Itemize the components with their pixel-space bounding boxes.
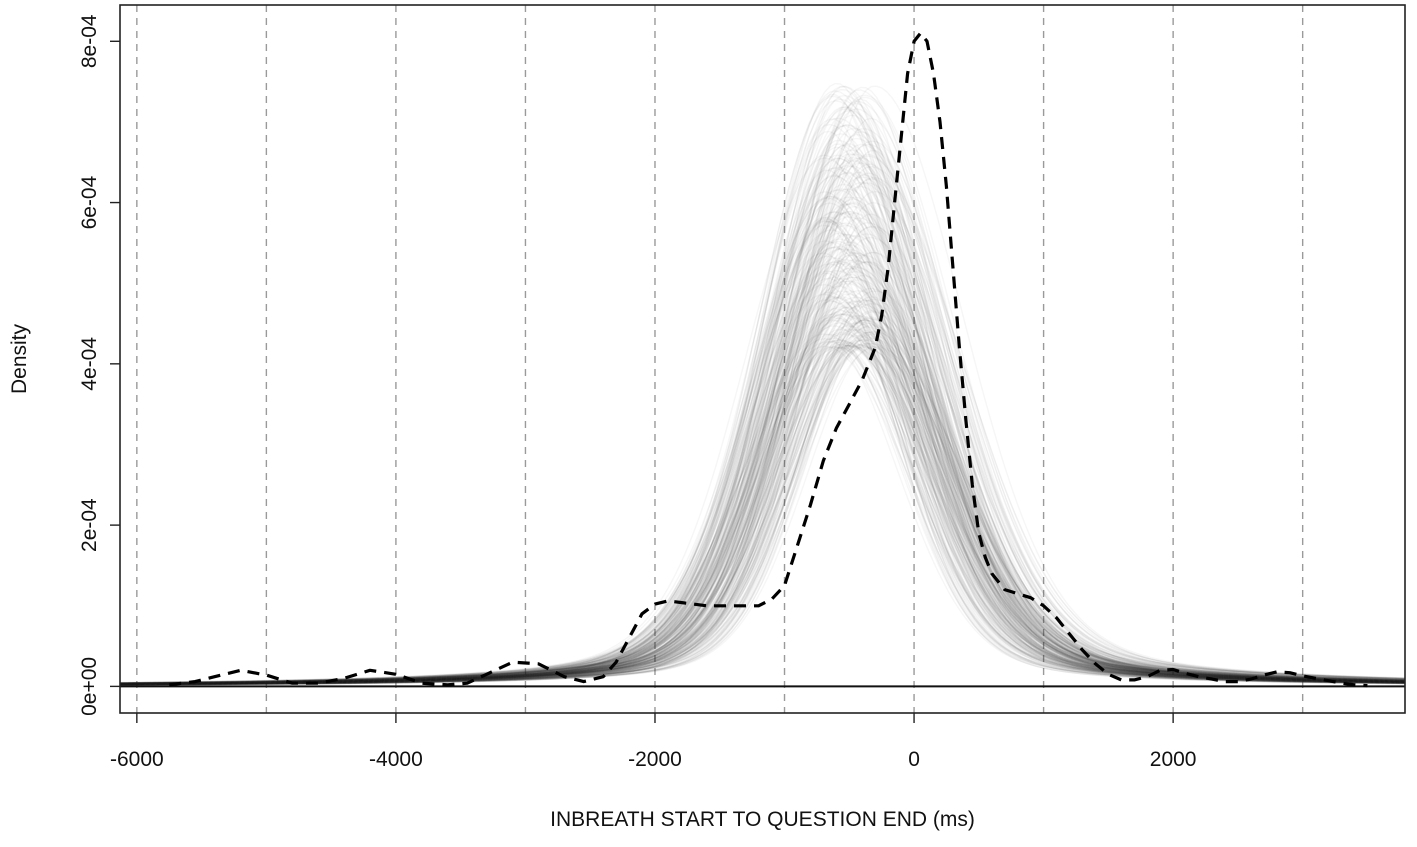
y-tick-label: 6e-04 [78,175,101,229]
simulated-density-curve [120,176,1406,685]
x-tick-label: 2000 [1150,748,1197,771]
simulated-density-curve [120,276,1406,685]
simulated-density-curve [120,343,1406,685]
simulated-density-curve [120,254,1406,686]
simulated-density-curve [120,344,1405,686]
simulated-density-curve [119,260,1406,686]
simulated-density-curve [120,344,1406,686]
simulated-density-curve [120,342,1406,686]
y-axis-title: Density [8,323,31,394]
simulated-density-curve [119,337,1406,686]
simulated-density-curve [120,311,1406,686]
plot-frame [119,4,1406,714]
simulated-density-curve [120,319,1406,685]
simulated-density-curve [120,131,1406,685]
x-tick-label: -4000 [369,748,423,771]
simulated-density-curve [120,339,1406,686]
simulated-density-curve [120,319,1405,685]
simulated-density-curve [119,317,1406,686]
simulated-density-curve [119,310,1406,685]
simulated-density-curve [120,165,1406,685]
simulated-density-curve [120,302,1406,686]
simulated-density-curve [120,185,1406,685]
simulated-density-curve [120,347,1406,685]
simulated-density-curve [119,221,1406,686]
simulated-density-curve [120,290,1405,686]
x-axis: -6000 -4000 -2000 0 2000 [110,713,1197,771]
simulated-density-curve [120,306,1406,685]
simulated-density-curve [120,290,1406,686]
simulated-density-band [119,82,1406,688]
simulated-density-curve [120,309,1406,686]
x-axis-title: INBREATH START TO QUESTION END (ms) [550,808,975,831]
simulated-density-curve [120,337,1405,686]
x-tick-label: -2000 [628,748,682,771]
simulated-density-curve [120,300,1405,685]
simulated-density-curve [120,344,1405,686]
series-layer [169,31,1368,688]
simulated-density-curve [120,317,1405,685]
observed-density-line [169,31,1368,688]
simulated-density-curve [120,291,1406,686]
simulated-density-curve [120,153,1406,685]
y-tick-label: 4e-04 [78,337,101,391]
simulated-density-curve [120,273,1406,686]
simulated-density-curve [119,244,1406,685]
simulated-density-curve [120,334,1406,686]
simulated-density-curve [120,319,1406,685]
simulated-density-curve [120,340,1405,685]
simulated-density-curve [120,315,1405,686]
x-tick-label: -6000 [110,748,164,771]
simulated-density-curve [120,333,1405,686]
simulated-density-curve [120,314,1405,686]
simulated-density-curve [120,190,1406,685]
simulated-density-curve [120,144,1406,685]
simulated-density-curve [120,345,1406,686]
simulated-density-curve [120,117,1406,685]
simulated-density-curve [120,346,1405,685]
simulated-density-curve [120,296,1406,686]
simulated-density-curve [120,210,1406,685]
simulated-density-curve [120,346,1406,686]
simulated-density-curve [120,345,1405,686]
simulated-density-curve [120,333,1406,686]
simulated-density-curve [120,205,1406,685]
grid-layer [136,5,1304,713]
simulated-density-curve [119,137,1406,684]
simulated-density-curve [119,340,1406,686]
y-axis: 0e+00 2e-04 4e-04 6e-04 8e-04 [78,14,120,716]
simulated-density-curve [120,306,1406,685]
simulated-density-curve [119,201,1406,685]
simulated-density-curve [120,328,1405,686]
simulated-density-curve [120,306,1406,685]
simulated-density-curve [119,236,1406,685]
simulated-density-curve [120,259,1406,685]
simulated-density-curve [120,339,1405,686]
simulated-density-curve [120,257,1406,685]
simulated-density-curve [120,346,1405,685]
simulated-density-curve [120,346,1406,686]
simulated-density-curve [119,316,1405,686]
y-tick-label: 8e-04 [78,14,101,68]
simulated-density-curve [120,196,1406,685]
simulated-density-curve [119,312,1406,686]
simulated-density-curve [120,307,1406,686]
simulated-density-curve [120,276,1406,685]
simulated-density-curve [120,261,1406,685]
simulated-density-curve [120,260,1406,685]
simulated-density-curve [120,341,1406,686]
x-tick-label: 0 [908,748,920,771]
y-tick-label: 0e+00 [78,657,101,716]
simulated-density-curve [120,346,1405,685]
simulated-density-curve [120,331,1406,686]
simulated-density-curve [120,325,1405,685]
simulated-density-curve [120,174,1406,685]
y-tick-label: 2e-04 [78,498,101,552]
simulated-density-curve [120,339,1406,686]
